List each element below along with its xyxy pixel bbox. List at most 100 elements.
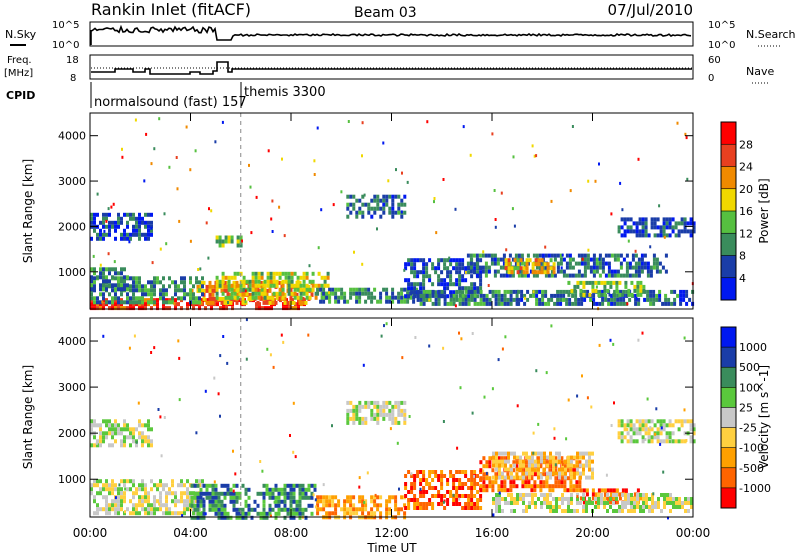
data-cell-2 <box>346 511 350 516</box>
data-cell-8 <box>629 435 633 440</box>
data-cell-10 <box>576 471 579 476</box>
data-cell-8 <box>632 423 636 428</box>
data-cell-8 <box>634 301 638 306</box>
data-cell-7 <box>397 412 401 417</box>
data-cell-8 <box>559 289 563 294</box>
data-cell-4 <box>509 488 513 493</box>
data-cell-0 <box>171 511 174 516</box>
data-cell-10 <box>567 459 570 464</box>
data-cell-1 <box>271 487 275 492</box>
data-cell-9 <box>657 501 660 505</box>
data-cell-3 <box>159 280 162 285</box>
data-cell-10 <box>541 261 545 266</box>
data-cell-7 <box>437 289 441 294</box>
colorbar-tick-label: 1000 <box>739 341 767 354</box>
scatter-cell <box>259 460 262 463</box>
data-cell-14 <box>626 217 630 222</box>
data-cell-0 <box>123 499 126 504</box>
data-cell-9 <box>639 509 642 513</box>
data-cell-6 <box>425 266 429 271</box>
data-cell-11 <box>513 258 517 263</box>
data-cell-3 <box>162 296 165 301</box>
scatter-cell <box>576 495 579 499</box>
data-cell-3 <box>129 296 132 301</box>
data-cell-6 <box>147 443 150 448</box>
data-cell-4 <box>548 468 552 473</box>
data-cell-8 <box>580 301 584 306</box>
data-cell-2 <box>263 283 267 288</box>
data-cell-8 <box>689 439 693 444</box>
data-cell-6 <box>410 270 414 275</box>
data-cell-0 <box>186 503 189 508</box>
data-cell-10 <box>510 475 513 480</box>
data-cell-5 <box>388 299 392 304</box>
data-cell-5 <box>594 500 598 505</box>
data-cell-6 <box>108 431 111 436</box>
data-cell-3 <box>162 288 165 293</box>
data-cell-10 <box>595 269 599 274</box>
data-cell-4 <box>506 488 510 493</box>
data-cell-1 <box>208 507 212 512</box>
data-cell-3 <box>410 498 414 502</box>
data-cell-10 <box>604 253 608 258</box>
data-cell-2 <box>323 275 327 280</box>
data-cell-3 <box>147 280 150 285</box>
data-cell-0 <box>132 503 135 508</box>
scatter-cell <box>358 485 361 489</box>
data-cell-3 <box>102 296 105 301</box>
data-cell-9 <box>627 493 630 497</box>
data-cell-0 <box>159 503 162 508</box>
data-cell-2 <box>394 503 398 508</box>
y-tick-label: 2000 <box>58 220 86 233</box>
data-cell-10 <box>472 269 476 274</box>
nsky-tick-bottom: 10^0 <box>52 40 79 51</box>
scatter-cell <box>644 438 647 441</box>
data-cell-10 <box>601 269 605 274</box>
data-cell-9 <box>654 501 657 505</box>
data-cell-2 <box>373 499 377 504</box>
data-cell-9 <box>639 284 643 289</box>
y-tick-label: 4000 <box>58 335 86 348</box>
data-cell-0 <box>117 503 120 508</box>
data-cell-3 <box>416 498 420 502</box>
data-cell-5 <box>618 492 622 497</box>
data-cell-3 <box>428 486 432 490</box>
data-cell-5 <box>340 291 344 296</box>
scatter-cell <box>598 162 600 166</box>
data-cell-4 <box>521 468 525 473</box>
data-cell-10 <box>525 467 528 472</box>
data-cell-1 <box>208 491 212 496</box>
data-cell-13 <box>382 194 386 199</box>
data-cell-3 <box>144 284 147 289</box>
data-cell-1 <box>244 515 248 520</box>
data-cell-10 <box>556 265 560 270</box>
data-cell-1 <box>217 515 221 520</box>
data-cell-1 <box>262 495 266 500</box>
scatter-cell <box>442 420 445 423</box>
data-cell-6 <box>114 431 117 436</box>
data-cell-1 <box>247 511 251 516</box>
data-cell-7 <box>458 289 462 294</box>
data-cell-7 <box>500 301 504 306</box>
data-cell-4 <box>524 464 528 469</box>
data-cell-14 <box>653 233 657 238</box>
data-cell-2 <box>322 495 326 500</box>
scatter-cell <box>649 245 652 249</box>
data-cell-10 <box>507 451 510 456</box>
site-title: Rankin Inlet (fitACF) <box>91 0 251 19</box>
data-cell-1 <box>262 511 266 516</box>
data-cell-4 <box>120 271 123 276</box>
data-cell-14 <box>617 225 621 230</box>
data-cell-10 <box>628 261 632 266</box>
data-cell-3 <box>461 482 465 486</box>
data-cell-1 <box>292 499 296 504</box>
data-cell-10 <box>583 257 587 262</box>
data-cell-1 <box>301 300 305 305</box>
data-cell-9 <box>612 493 615 497</box>
data-cell-1 <box>307 503 311 508</box>
data-cell-8 <box>556 297 560 302</box>
data-cell-0 <box>105 499 108 504</box>
data-cell-1 <box>283 487 287 492</box>
data-cell-5 <box>591 496 595 501</box>
